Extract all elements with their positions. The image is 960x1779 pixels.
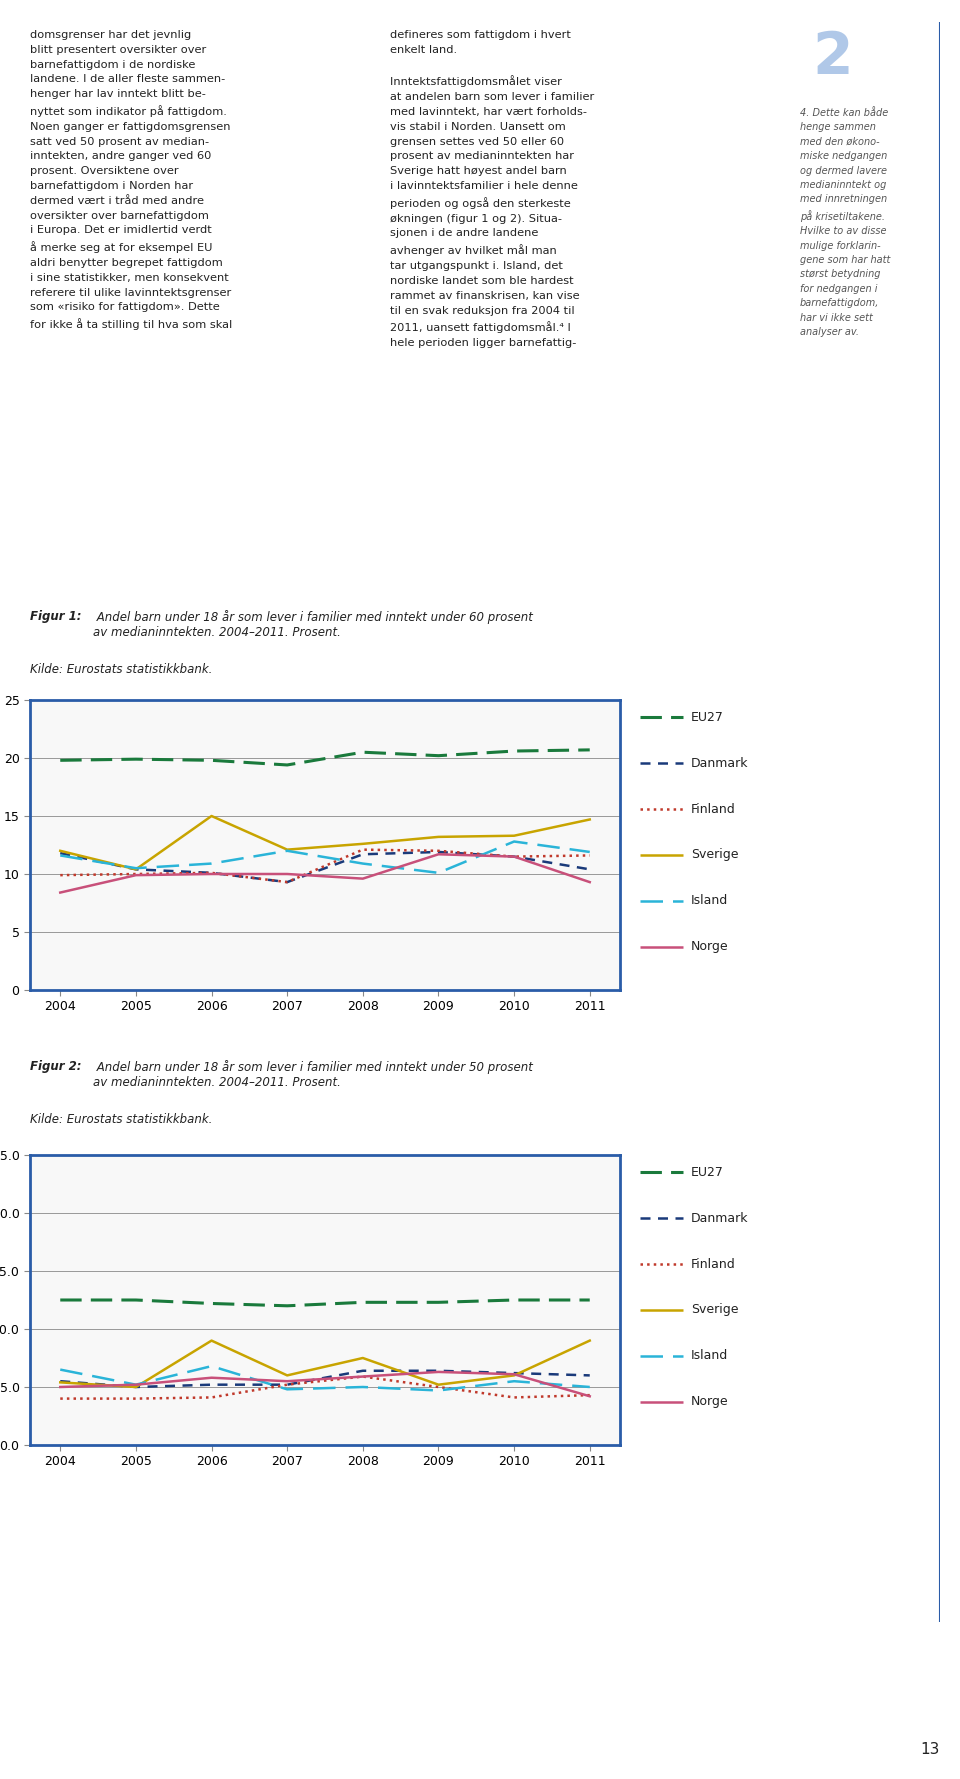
Text: defineres som fattigdom i hvert
enkelt land.

Inntektsfattigdomsmålet viser
at a: defineres som fattigdom i hvert enkelt l… [390,30,594,349]
Text: 13: 13 [921,1742,940,1758]
Text: Andel barn under 18 år som lever i familier med inntekt under 60 prosent
av medi: Andel barn under 18 år som lever i famil… [93,610,533,639]
Text: Danmark: Danmark [691,756,749,770]
Text: Island: Island [691,895,729,907]
Text: Kilde: Eurostats statistikkbank.: Kilde: Eurostats statistikkbank. [30,664,212,676]
Text: Andel barn under 18 år som lever i familier med inntekt under 50 prosent
av medi: Andel barn under 18 år som lever i famil… [93,1060,533,1089]
Text: EU27: EU27 [691,712,724,724]
Text: Figur 1:: Figur 1: [30,610,82,623]
Text: EU27: EU27 [691,1165,724,1179]
Text: 2: 2 [812,28,853,85]
Text: Finland: Finland [691,802,736,815]
Text: Danmark: Danmark [691,1211,749,1224]
Text: Norge: Norge [691,939,729,954]
Text: Sverige: Sverige [691,849,738,861]
Text: 4. Dette kan både
henge sammen
med den økono-
miske nedgangen
og dermed lavere
m: 4. Dette kan både henge sammen med den ø… [800,109,890,336]
Text: Fakta: Fakta [885,46,937,64]
Text: domsgrenser har det jevnlig
blitt presentert oversikter over
barnefattigdom i de: domsgrenser har det jevnlig blitt presen… [30,30,232,331]
Text: Figur 2:: Figur 2: [30,1060,82,1073]
Text: Finland: Finland [691,1258,736,1270]
Text: Kilde: Eurostats statistikkbank.: Kilde: Eurostats statistikkbank. [30,1112,212,1126]
Text: Norge: Norge [691,1395,729,1407]
Text: Island: Island [691,1348,729,1363]
Text: Sverige: Sverige [691,1304,738,1316]
